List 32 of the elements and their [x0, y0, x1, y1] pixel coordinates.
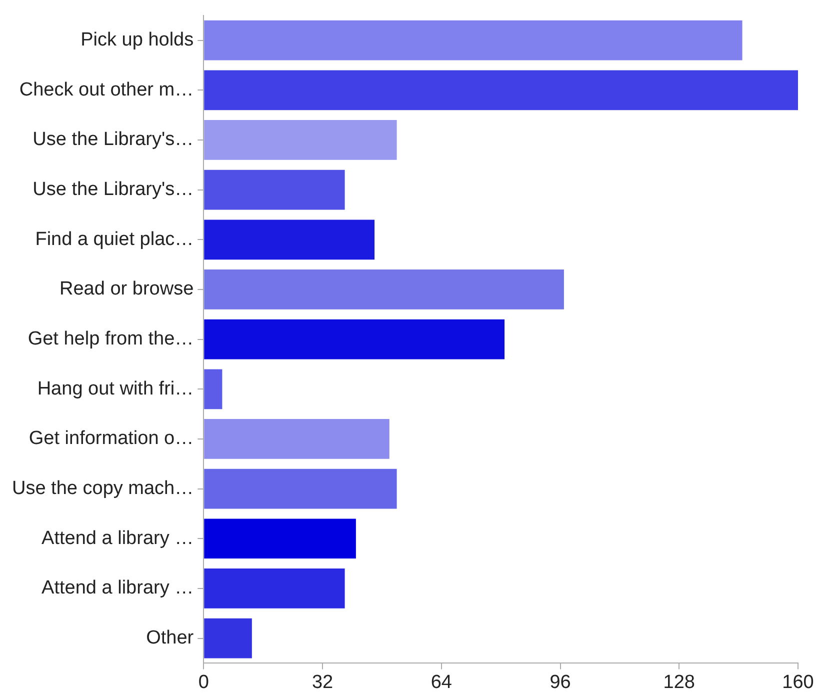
x-tick-label: 64	[430, 672, 452, 693]
bar	[204, 170, 345, 210]
y-tick-label: Attend a library …	[42, 578, 194, 599]
bar	[204, 419, 390, 459]
bar	[204, 369, 222, 410]
bar	[204, 468, 397, 509]
bar	[204, 618, 252, 658]
bar	[204, 220, 375, 260]
y-tick-label: Get help from the…	[28, 328, 194, 350]
y-tick-label: Read or browse	[60, 278, 194, 300]
y-tick-label: Pick up holds	[80, 30, 194, 51]
y-tick-label: Use the Library's…	[32, 129, 194, 150]
bar	[204, 518, 356, 559]
bar	[204, 568, 345, 608]
x-tick-label: 160	[782, 672, 814, 693]
x-tick-label: 32	[312, 672, 334, 693]
x-tick-label: 96	[550, 672, 571, 693]
y-tick-label: Use the copy mach…	[12, 478, 194, 500]
y-tick-label: Attend a library …	[42, 528, 194, 549]
y-tick-label: Hang out with fri…	[37, 378, 194, 400]
y-tick-label: Other	[146, 628, 194, 649]
x-tick-label: 0	[198, 672, 209, 693]
y-tick-label: Get information o…	[28, 428, 194, 450]
y-tick-label: Check out other m…	[19, 79, 194, 100]
x-tick-label: 128	[663, 672, 695, 693]
bar	[204, 120, 397, 160]
bar	[204, 70, 798, 110]
y-tick-label: Use the Library's…	[32, 179, 194, 200]
bar	[204, 319, 505, 360]
bar	[204, 270, 564, 310]
bar	[204, 20, 742, 60]
y-tick-label: Find a quiet plac…	[35, 228, 194, 250]
